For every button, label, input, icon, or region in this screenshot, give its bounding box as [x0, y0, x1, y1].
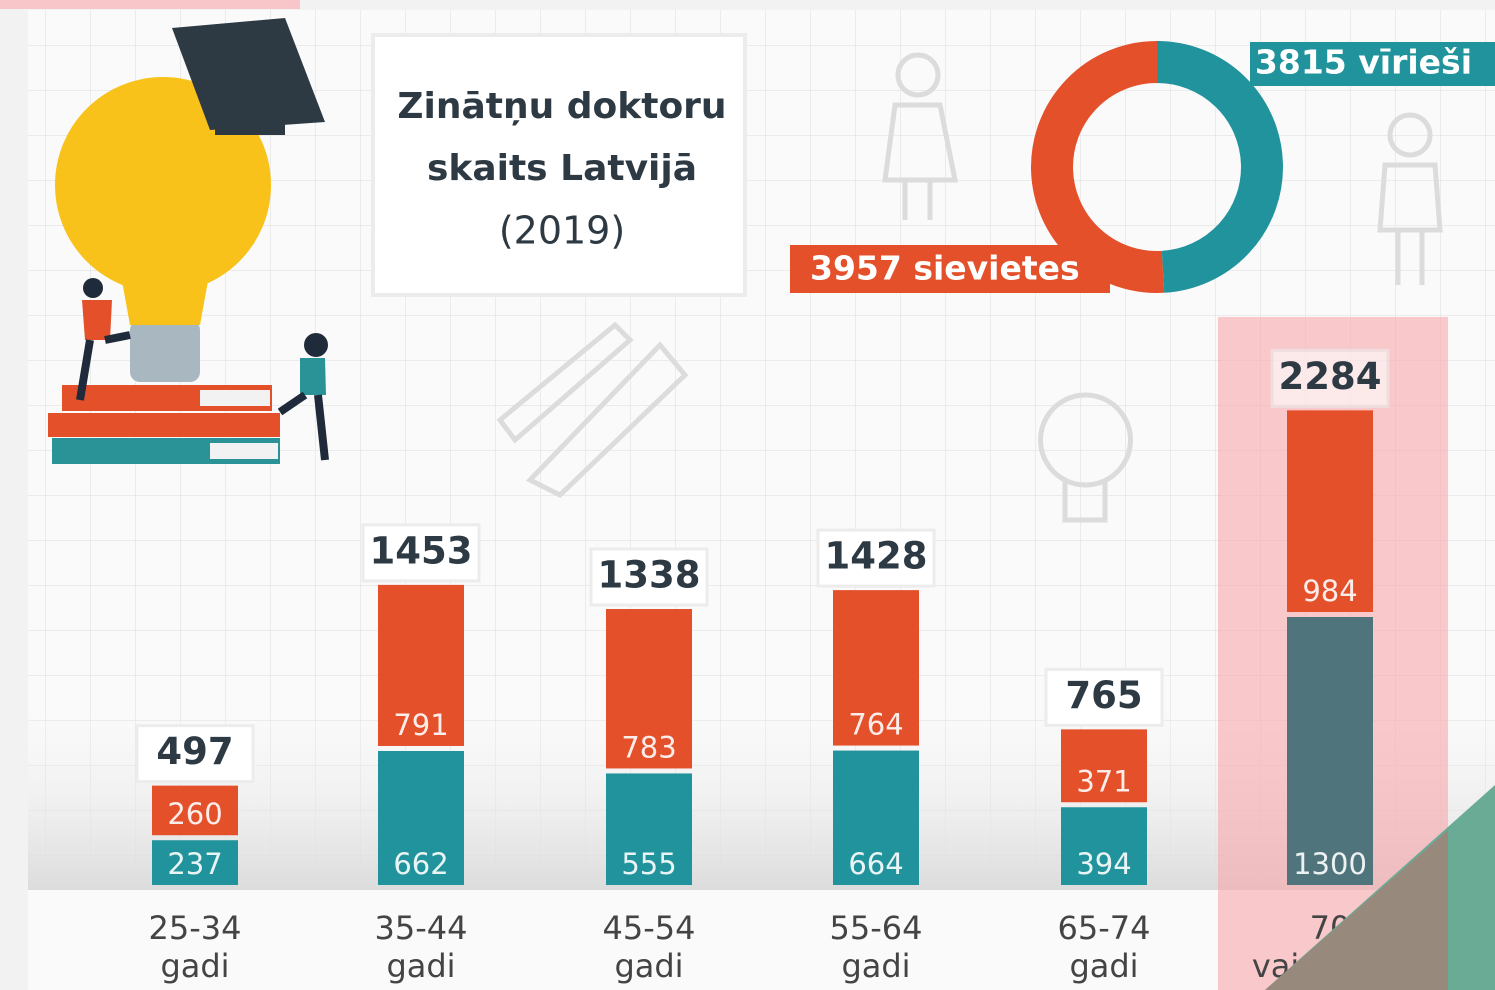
bar-segment [1287, 617, 1373, 885]
bar-segment [1287, 410, 1373, 612]
total-box [589, 547, 709, 607]
x-tick-label: 55-64 gadi [830, 909, 923, 985]
bar-segment [152, 785, 238, 836]
total-label: 497 [156, 730, 233, 773]
corner-decoration [1265, 830, 1448, 990]
value-label: 260 [167, 797, 222, 831]
bar-segment [833, 590, 919, 746]
bar-segment [833, 750, 919, 885]
total-label: 765 [1065, 674, 1142, 717]
background-icons [496, 52, 1443, 523]
value-label: 664 [848, 847, 903, 881]
bar-segment [606, 609, 692, 769]
bar-segment [378, 750, 464, 885]
bar-segment [606, 773, 692, 885]
value-label: 662 [393, 847, 448, 881]
x-tick-label: 25-34 gadi [149, 909, 242, 985]
value-label: 783 [621, 730, 676, 764]
value-label: 984 [1302, 574, 1357, 608]
x-tick-label: 45-54 gadi [603, 909, 696, 985]
highlight-strip [0, 0, 300, 9]
chart-subtitle: (2019) [499, 209, 625, 253]
marks: 3957 sievietes 3815 vīrieši 237 260 497 25-34… [135, 41, 1495, 985]
value-label: 555 [621, 847, 676, 881]
label-box [1250, 42, 1495, 86]
label-box [790, 245, 1110, 293]
illustration [48, 18, 329, 464]
donut-label: 3957 sievietes [810, 249, 1080, 288]
chart-title: Zinātņu doktoru skaits Latvijā [397, 86, 726, 189]
value-label: 394 [1076, 847, 1131, 881]
value-label: 764 [848, 708, 903, 742]
value-label: 791 [393, 708, 448, 742]
donut-label: 3815 vīrieši [1255, 43, 1472, 82]
total-box [361, 523, 481, 583]
value-label: 371 [1076, 764, 1131, 798]
value-label: 237 [167, 847, 222, 881]
donut-segment [1156, 41, 1283, 293]
bar-segment [378, 584, 464, 746]
total-box [1270, 348, 1390, 408]
total-box [1044, 667, 1164, 727]
x-tick-label: 35-44 gadi [375, 909, 468, 985]
x-tick-label: 65-74 gadi [1058, 909, 1151, 985]
total-label: 1453 [370, 529, 473, 572]
bar-segment [1061, 807, 1147, 885]
bar-segment [152, 840, 238, 885]
donut-segment [1031, 41, 1165, 293]
bar-segment [1061, 729, 1147, 803]
total-label: 1338 [598, 554, 701, 597]
total-box [816, 528, 936, 588]
total-label: 2284 [1279, 355, 1382, 398]
value-label: 1300 [1293, 847, 1367, 881]
total-label: 1428 [825, 535, 928, 578]
title-box [371, 33, 747, 297]
total-box [135, 724, 255, 784]
